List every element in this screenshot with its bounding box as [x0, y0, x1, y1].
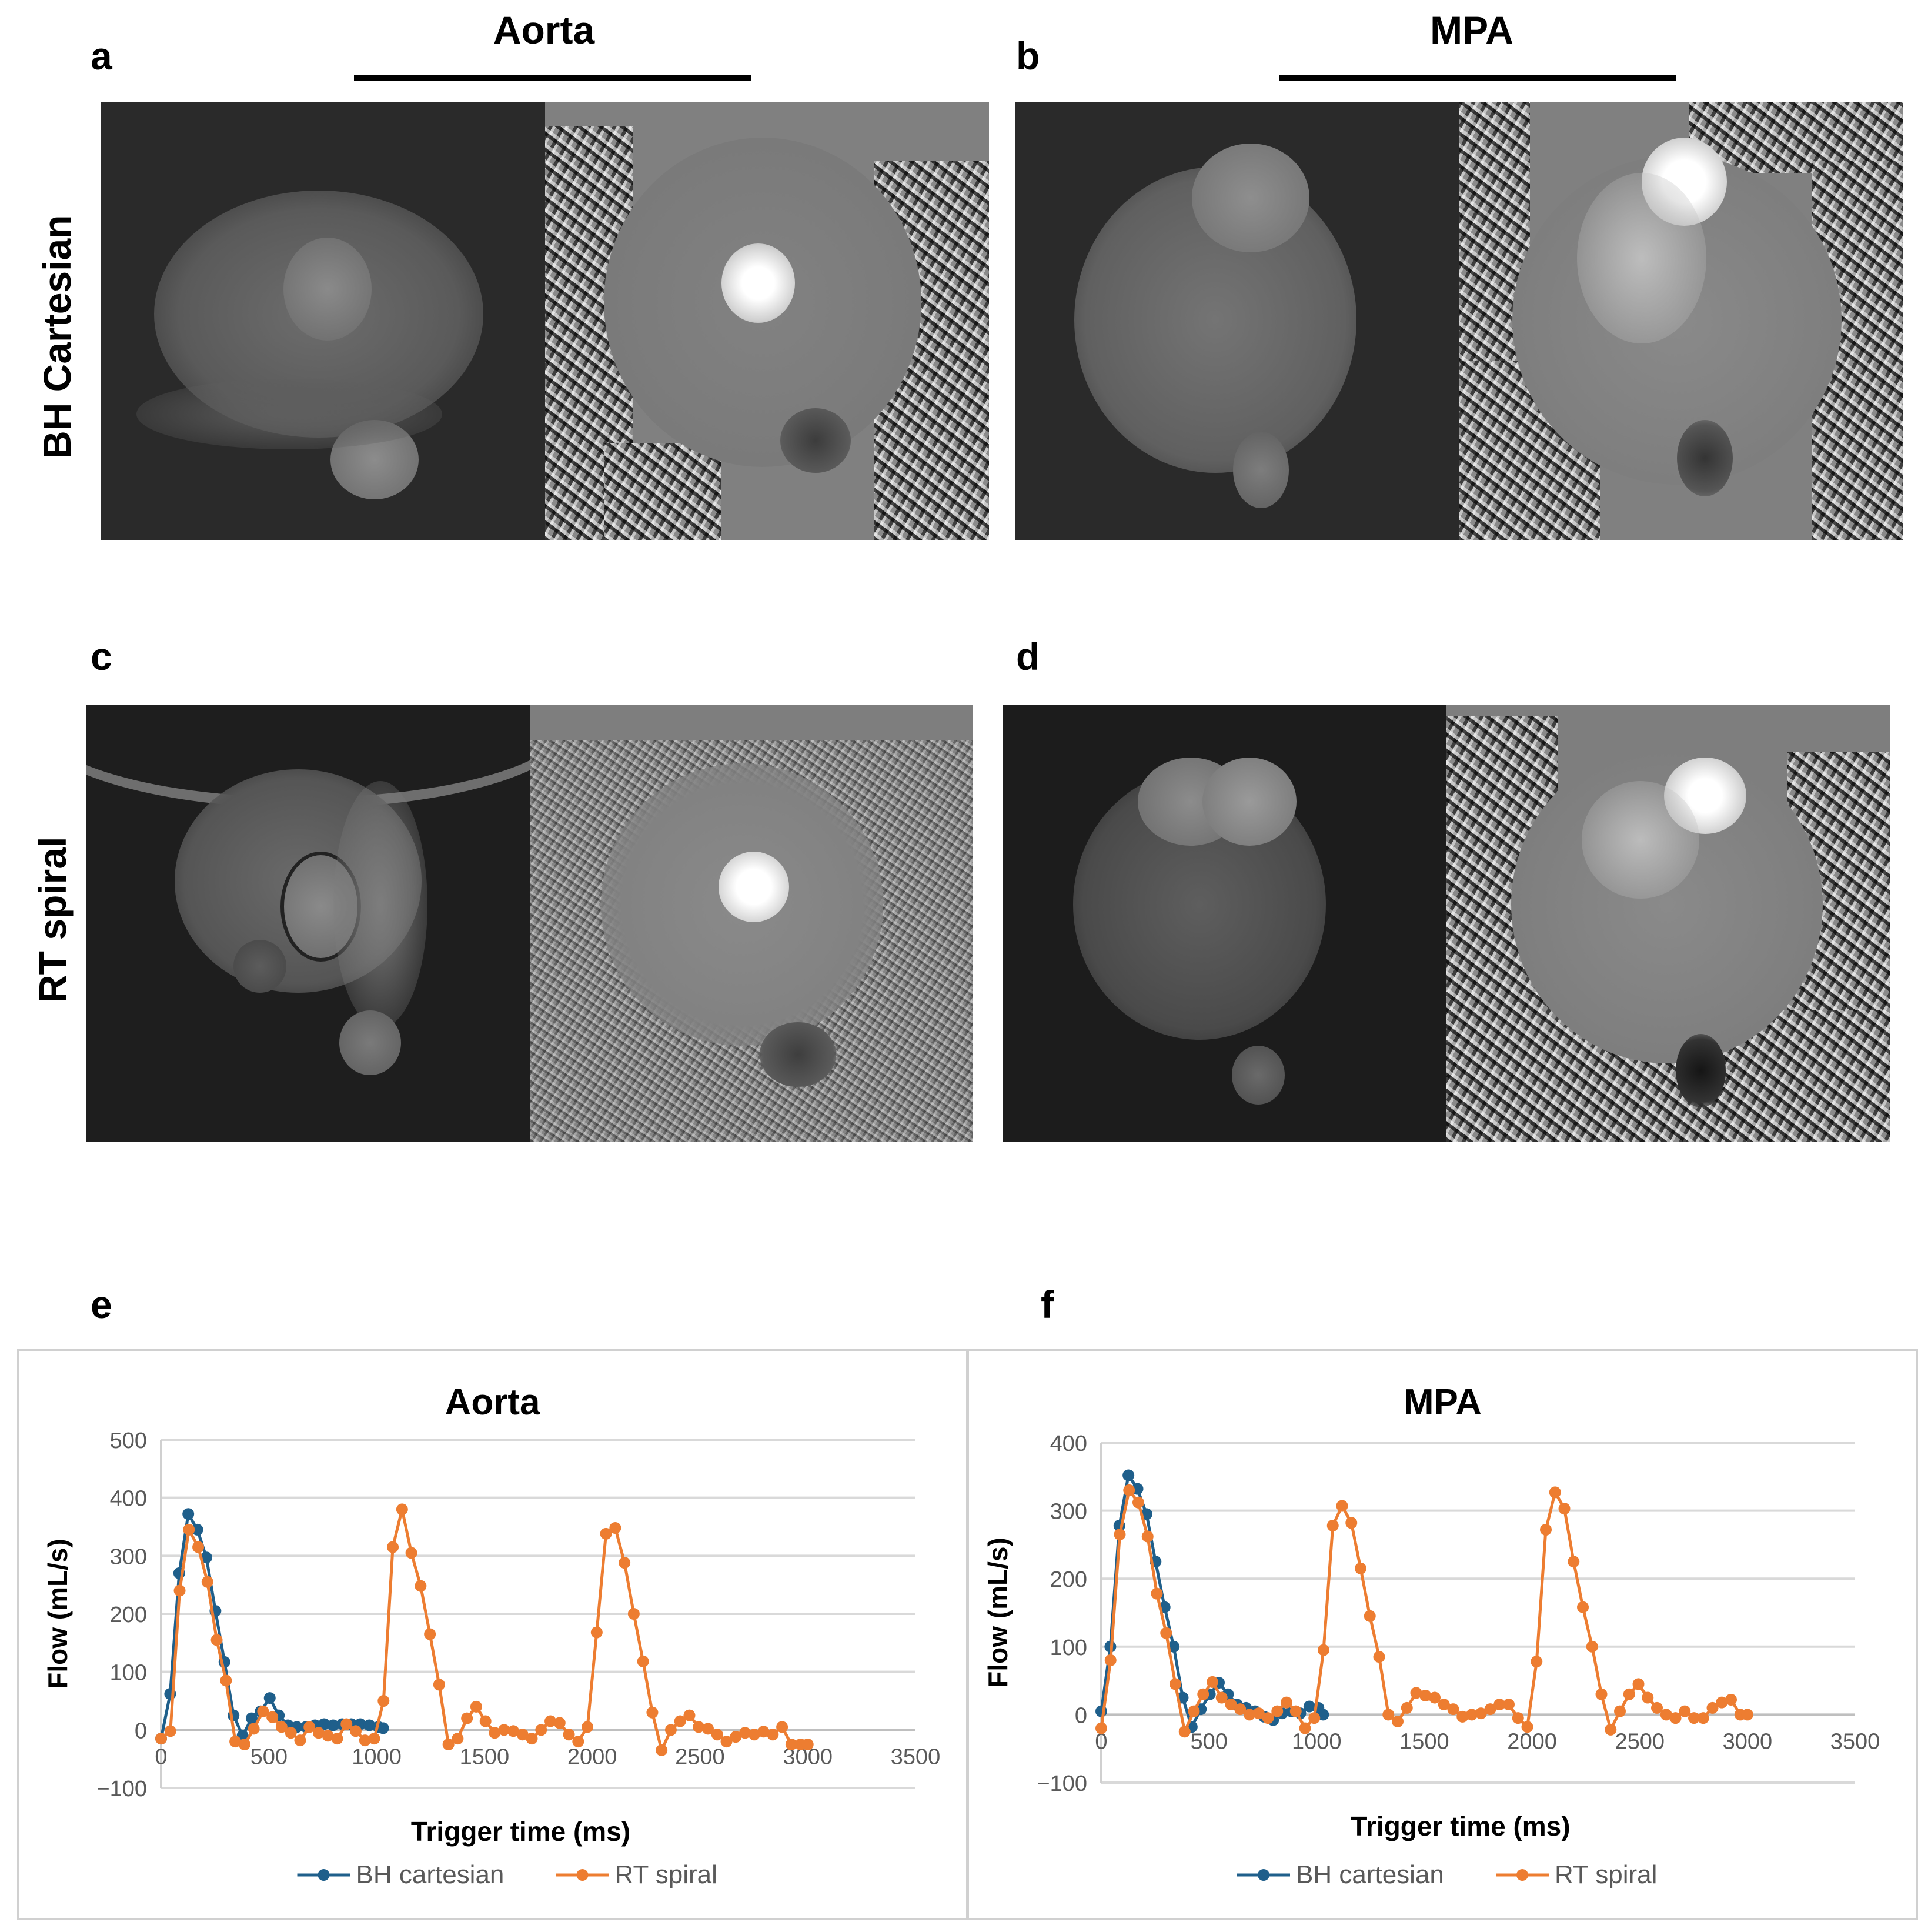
x-tick-label: 0 [155, 1744, 167, 1769]
x-tick-label: 2500 [675, 1744, 725, 1769]
y-tick-label: −100 [1037, 1771, 1087, 1796]
x-tick-label: 3500 [891, 1744, 941, 1769]
panel-c-phase-image [530, 705, 973, 1142]
y-tick-label: −100 [96, 1777, 147, 1801]
x-tick-label: 500 [1190, 1729, 1227, 1754]
x-tick-label: 1000 [1292, 1729, 1342, 1754]
panel-label-f: f [1041, 1283, 1054, 1326]
x-axis-title: Trigger time (ms) [411, 1816, 630, 1847]
panel-b-magnitude-image [1015, 102, 1459, 540]
x-tick-label: 1000 [352, 1744, 402, 1769]
row-label-rt-spiral: RT spiral [31, 836, 74, 1003]
x-tick-label: 2500 [1615, 1729, 1665, 1754]
panel-label-c: c [91, 635, 112, 678]
legend-label: BH cartesian [356, 1860, 504, 1889]
x-axis-title: Trigger time (ms) [1351, 1811, 1570, 1841]
y-axis-title: Flow (mL/s) [42, 1539, 73, 1689]
x-tick-label: 3000 [1723, 1729, 1773, 1754]
chart-title-mpa: MPA [1403, 1382, 1482, 1423]
panel-label-e: e [91, 1283, 112, 1326]
panel-d-phase-image [1446, 705, 1890, 1142]
chart-f-plot-area: −100 0 100 200 300 400 0 500 1000 1500 2000 2500 300… [983, 1432, 1880, 1889]
panel-c-magnitude-image [86, 705, 530, 1142]
legend-label: RT spiral [615, 1860, 717, 1889]
chart-legend: BH cartesian RT spiral [297, 1860, 717, 1889]
y-tick-label: 200 [110, 1603, 147, 1627]
panel-b-phase-image [1459, 102, 1903, 540]
panel-label-b: b [1016, 34, 1040, 78]
column-bar-mpa [1279, 75, 1676, 81]
x-tick-label: 1500 [1399, 1729, 1449, 1754]
chart-mpa-flow: MPA −100 0 100 200 300 400 0 500 1000 1500 2000 250… [967, 1349, 1918, 1920]
y-tick-label: 100 [1050, 1636, 1087, 1660]
y-tick-label: 0 [1075, 1703, 1087, 1728]
panel-label-a: a [91, 34, 112, 78]
column-title-aorta: Aorta [493, 8, 595, 52]
series-rt-spiral [155, 1503, 814, 1756]
y-tick-label: 300 [1050, 1500, 1087, 1524]
panel-a-phase-image [545, 102, 989, 540]
x-tick-label: 1500 [460, 1744, 510, 1769]
panel-label-d: d [1016, 635, 1040, 678]
series-rt-spiral [1095, 1484, 1753, 1738]
chart-e-plot-area: −100 0 100 200 300 400 500 0 500 1000 1500 2000 2500… [42, 1429, 941, 1889]
y-axis-title: Flow (mL/s) [983, 1537, 1013, 1688]
y-tick-label: 300 [110, 1544, 147, 1569]
y-tick-label: 400 [1050, 1432, 1087, 1456]
column-bar-aorta [354, 75, 751, 81]
panel-d-magnitude-image [1003, 705, 1446, 1142]
y-tick-label: 100 [110, 1661, 147, 1686]
y-tick-label: 200 [1050, 1567, 1087, 1592]
chart-legend: BH cartesian RT spiral [1237, 1860, 1657, 1889]
series-bh-cartesian [155, 1508, 389, 1745]
x-tick-label: 500 [250, 1744, 288, 1769]
row-label-bh-cartesian: BH Cartesian [35, 215, 79, 459]
chart-title-aorta: Aorta [445, 1382, 540, 1423]
chart-aorta-flow: Aorta −100 0 100 200 300 400 500 0 500 1000 1500 20… [17, 1349, 968, 1920]
x-tick-label: 2000 [567, 1744, 617, 1769]
legend-label: RT spiral [1555, 1860, 1657, 1889]
series-bh-cartesian [1095, 1469, 1329, 1733]
x-tick-label: 0 [1095, 1729, 1107, 1754]
y-tick-label: 400 [110, 1487, 147, 1511]
x-tick-label: 3500 [1830, 1729, 1880, 1754]
column-title-mpa: MPA [1430, 8, 1513, 52]
legend-label: BH cartesian [1296, 1860, 1444, 1889]
x-tick-label: 2000 [1507, 1729, 1557, 1754]
panel-a-magnitude-image [101, 102, 545, 540]
y-tick-label: 0 [135, 1719, 147, 1743]
y-tick-label: 500 [110, 1429, 147, 1453]
